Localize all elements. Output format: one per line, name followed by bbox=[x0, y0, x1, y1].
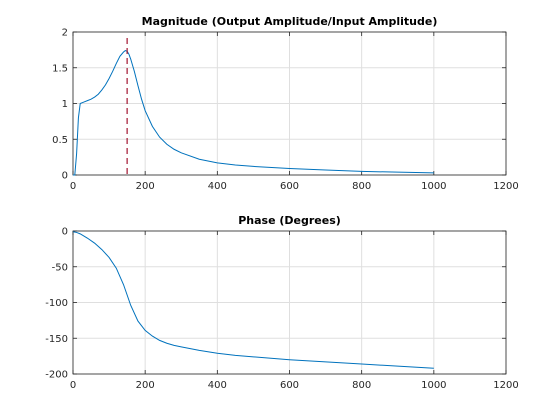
magnitude-xtick-label: 1200 bbox=[493, 181, 518, 192]
magnitude-ytick-label: 0.5 bbox=[52, 135, 68, 146]
magnitude-xtick-label: 0 bbox=[70, 181, 76, 192]
phase-ytick-label: 0 bbox=[62, 227, 68, 238]
magnitude-xtick-label: 800 bbox=[352, 181, 371, 192]
phase-ytick-label: -50 bbox=[52, 262, 68, 273]
magnitude-axes: Magnitude (Output Amplitude/Input Amplit… bbox=[52, 15, 519, 192]
phase-series-line bbox=[72, 231, 434, 369]
magnitude-ytick-label: 0 bbox=[62, 171, 68, 182]
magnitude-xtick-label: 600 bbox=[280, 181, 299, 192]
phase-xtick-label: 600 bbox=[280, 380, 299, 391]
magnitude-xtick-label: 400 bbox=[208, 181, 227, 192]
phase-xtick-label: 1200 bbox=[493, 380, 518, 391]
phase-axes: Phase (Degrees) 0 200 400 600 800 1000 1200 0 -5… bbox=[45, 214, 518, 391]
magnitude-series-line bbox=[73, 50, 434, 176]
phase-title: Phase (Degrees) bbox=[238, 214, 341, 227]
phase-xtick-label: 400 bbox=[208, 380, 227, 391]
magnitude-title: Magnitude (Output Amplitude/Input Amplit… bbox=[142, 15, 438, 28]
phase-ytick-label: -200 bbox=[45, 370, 68, 381]
phase-xtick-label: 800 bbox=[352, 380, 371, 391]
magnitude-ytick-label: 1.5 bbox=[52, 63, 68, 74]
phase-ytick-label: -100 bbox=[45, 298, 68, 309]
phase-xtick-label: 0 bbox=[70, 380, 76, 391]
phase-ytick-label: -150 bbox=[45, 334, 68, 345]
magnitude-ytick-label: 2 bbox=[62, 28, 68, 39]
magnitude-xtick-label: 1000 bbox=[421, 181, 446, 192]
phase-xtick-label: 1000 bbox=[421, 380, 446, 391]
phase-xtick-label: 200 bbox=[136, 380, 155, 391]
magnitude-xtick-label: 200 bbox=[136, 181, 155, 192]
magnitude-ytick-label: 1 bbox=[62, 99, 68, 110]
